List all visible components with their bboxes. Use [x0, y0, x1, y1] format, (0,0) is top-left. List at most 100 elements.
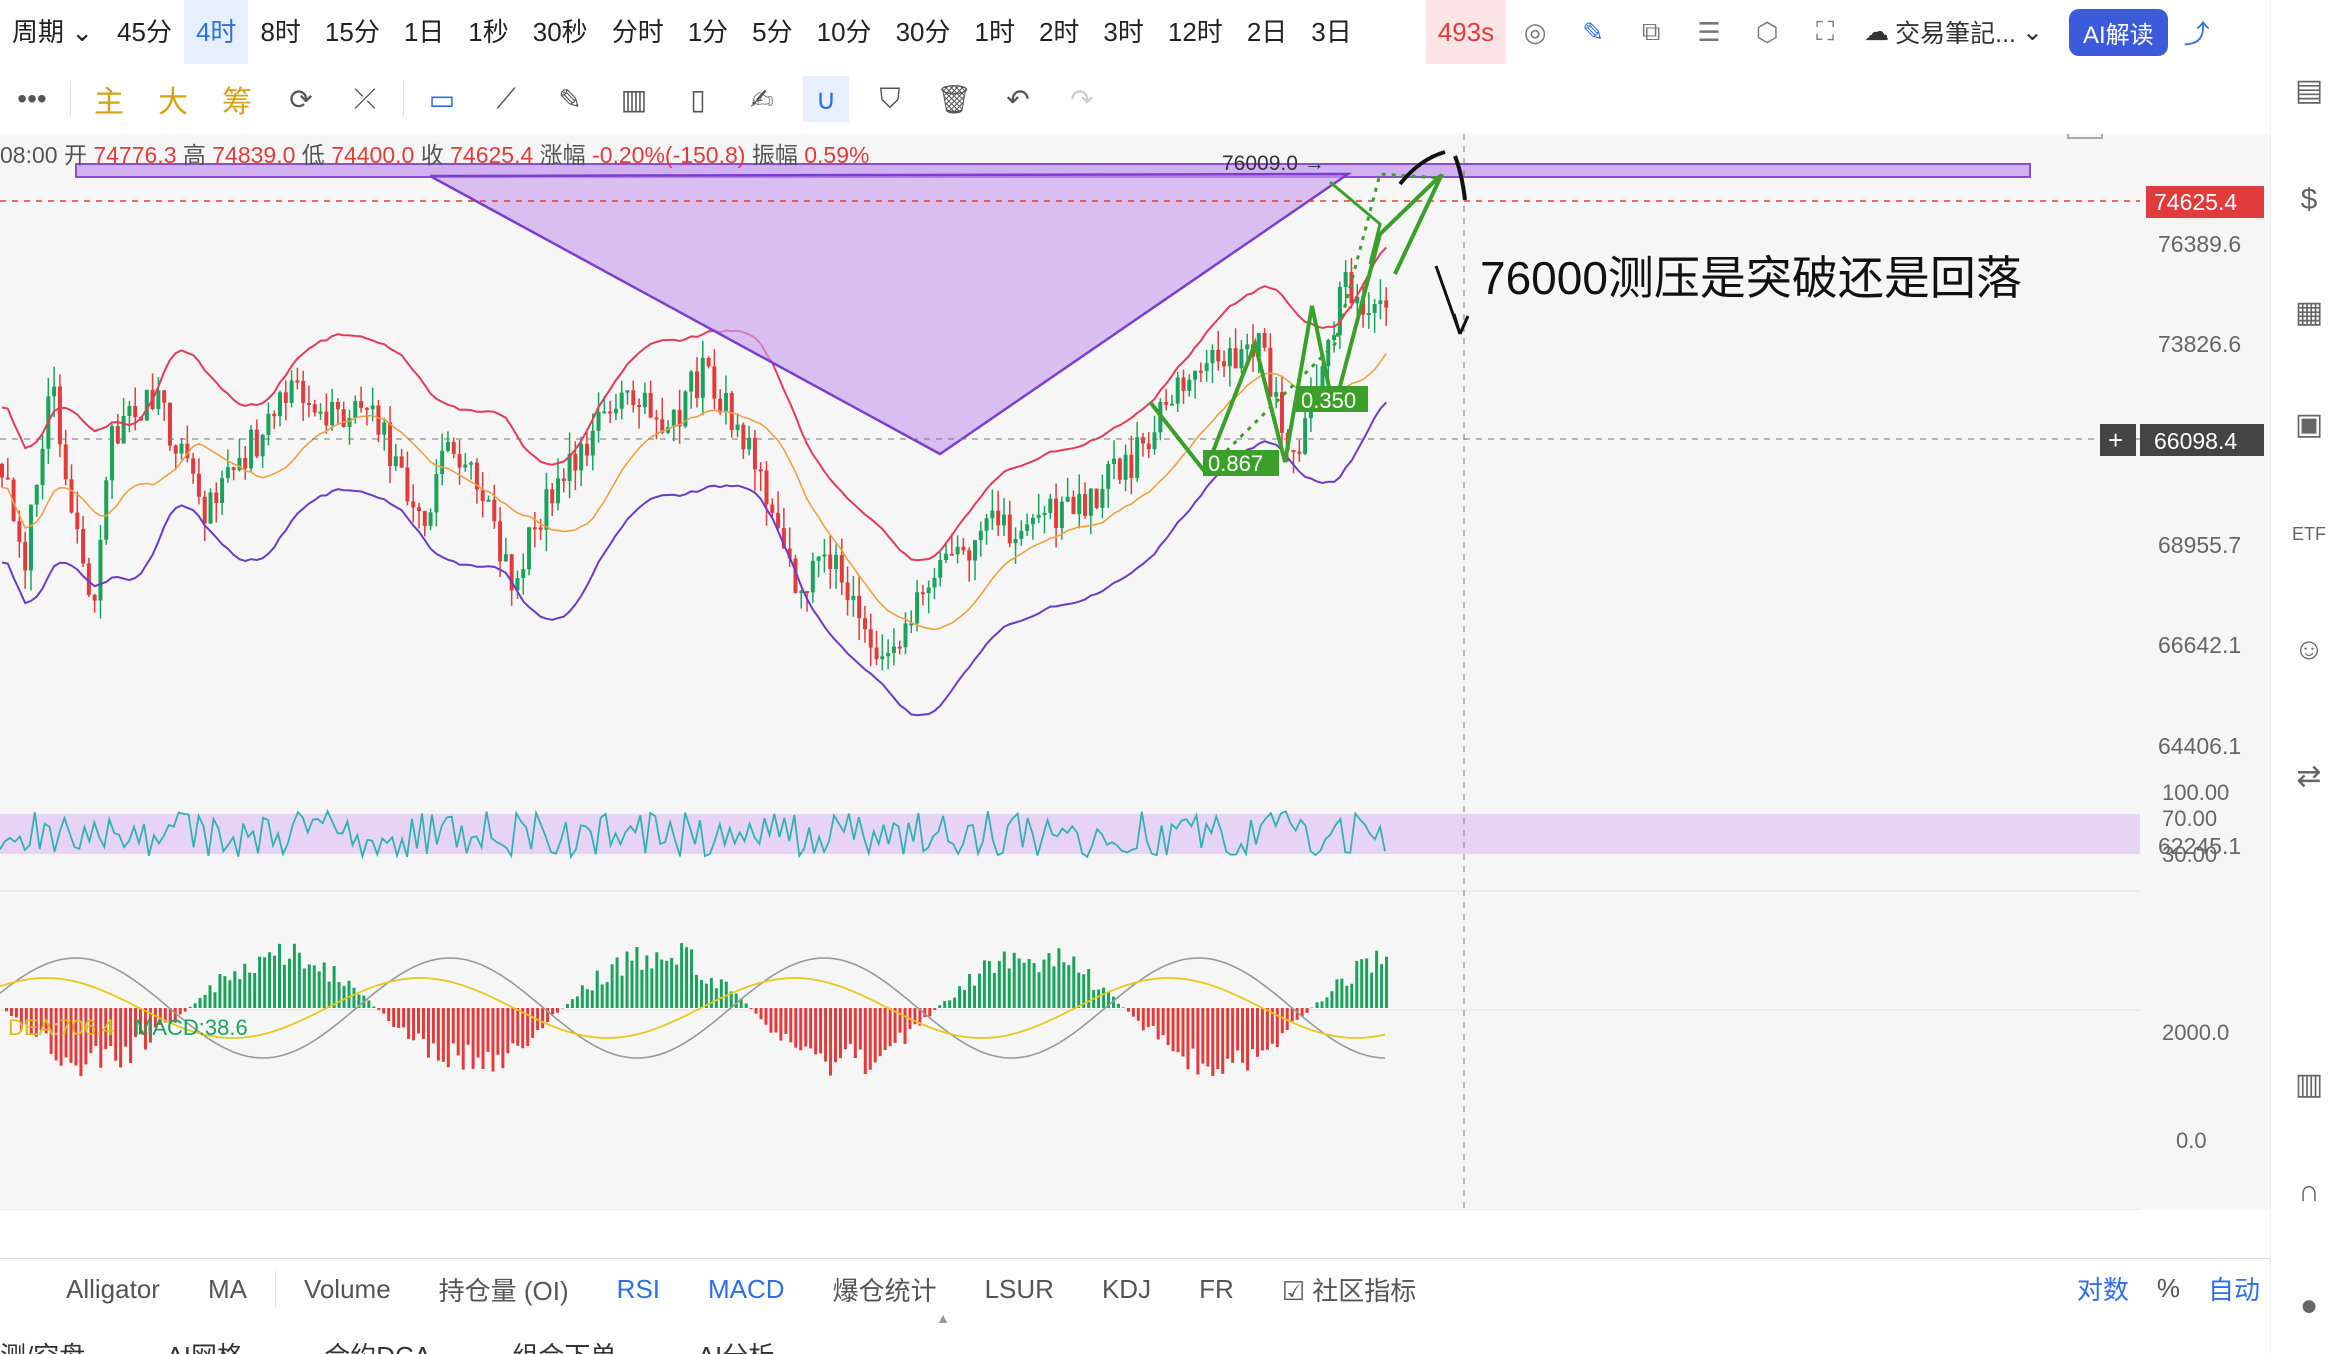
- trend-tool-icon[interactable]: ⤫: [353, 82, 377, 114]
- bar-chart-icon[interactable]: ▦: [2294, 295, 2324, 329]
- period-17[interactable]: 3日: [1311, 17, 1352, 47]
- period-4[interactable]: 1日: [403, 17, 445, 47]
- macd-bar: [630, 960, 634, 1008]
- ai-interpret-button[interactable]: AI解读: [2068, 8, 2168, 56]
- period-menu[interactable]: 周期 ⌄: [0, 0, 105, 64]
- share-icon[interactable]: ⤴: [2183, 18, 2210, 49]
- window-icon[interactable]: ⧉: [1641, 16, 1661, 46]
- macd-bar: [1226, 1008, 1230, 1059]
- cut-item[interactable]: AI网格: [166, 1336, 243, 1354]
- chart-area[interactable]: 76009.0 → 0.867 0.350 76000测压是突破还是回落 76389.…: [0, 105, 2270, 1246]
- log-scale-toggle[interactable]: 对数: [2076, 1274, 2129, 1305]
- brush-icon[interactable]: ✎: [558, 83, 582, 115]
- tab-community-indicators[interactable]: ☑ 社区指标: [1258, 1271, 1441, 1308]
- collapse-handle-icon[interactable]: ▲: [936, 1310, 950, 1326]
- candle-body: [654, 417, 659, 420]
- filter-icon[interactable]: ⛉: [879, 82, 901, 114]
- auto-scale-toggle[interactable]: 自动: [2207, 1274, 2260, 1305]
- percent-scale-toggle[interactable]: %: [2156, 1272, 2180, 1303]
- period-7[interactable]: 分时: [611, 17, 664, 47]
- redo-icon[interactable]: ↷: [1070, 83, 1094, 115]
- tab-volume[interactable]: Volume: [303, 1273, 391, 1304]
- macd-bar: [223, 976, 227, 1008]
- cut-item[interactable]: 合约DCA: [324, 1336, 431, 1354]
- candles-icon[interactable]: ▥: [620, 83, 648, 115]
- cut-item[interactable]: AI分析: [698, 1336, 775, 1354]
- tab-open-interest[interactable]: 持仓量 (OI): [438, 1275, 569, 1306]
- period-1[interactable]: 4时: [183, 0, 249, 64]
- tab-rsi[interactable]: RSI: [616, 1273, 661, 1304]
- tab-fr[interactable]: FR: [1199, 1273, 1234, 1304]
- period-8[interactable]: 1分: [687, 17, 729, 47]
- list-icon[interactable]: ☰: [1697, 16, 1721, 47]
- exchange-icon[interactable]: ⇄: [2296, 759, 2322, 793]
- period-14[interactable]: 3时: [1103, 17, 1144, 47]
- etf-icon[interactable]: ETF: [2292, 523, 2326, 544]
- candle-body: [735, 424, 740, 430]
- macd-bar: [392, 1008, 396, 1028]
- tab-macd[interactable]: MACD: [708, 1273, 785, 1304]
- macd-bar: [431, 1008, 435, 1044]
- monitor-chart-icon[interactable]: ▣: [2294, 407, 2324, 441]
- layout-icon[interactable]: ▥: [2294, 1067, 2324, 1101]
- period-12[interactable]: 1时: [974, 17, 1015, 47]
- period-10[interactable]: 10分: [816, 17, 872, 47]
- candle-body: [920, 592, 925, 595]
- macd-bar: [243, 963, 247, 1008]
- main-indicator-button[interactable]: 主: [94, 86, 124, 119]
- candle-body: [1129, 454, 1134, 478]
- cut-item[interactable]: 组合下单: [512, 1336, 616, 1354]
- tab-lsur[interactable]: LSUR: [984, 1273, 1054, 1304]
- tab-alligator[interactable]: Alligator: [66, 1273, 160, 1304]
- delete-shape-icon[interactable]: ▯: [690, 83, 706, 115]
- price-chart[interactable]: 76009.0 → 0.867 0.350 76000测压是突破还是回落 76389.…: [0, 105, 2270, 1246]
- trade-notes-button[interactable]: ☁ 交易筆記... ⌄: [1864, 14, 2043, 50]
- macd-bar: [1280, 1008, 1284, 1034]
- cut-item[interactable]: 测/空盘: [0, 1336, 85, 1354]
- robot-icon[interactable]: ☺: [2293, 633, 2325, 666]
- fullscreen-icon[interactable]: ⛶: [1816, 16, 1835, 46]
- large-order-button[interactable]: 大: [158, 86, 188, 119]
- assistant-icon[interactable]: ●: [2299, 1289, 2319, 1322]
- period-15[interactable]: 12时: [1167, 17, 1223, 47]
- candle-body: [283, 392, 288, 404]
- dollar-icon[interactable]: $: [2300, 183, 2318, 216]
- period-6[interactable]: 30秒: [532, 17, 588, 47]
- candle-body: [318, 411, 323, 414]
- period-2[interactable]: 8时: [260, 17, 301, 47]
- document-icon[interactable]: ▤: [2294, 73, 2324, 107]
- tab-kdj[interactable]: KDJ: [1101, 1273, 1152, 1304]
- chip-distribution-button[interactable]: 筹: [222, 86, 252, 119]
- period-5[interactable]: 1秒: [468, 17, 509, 47]
- tab-ma[interactable]: MA: [207, 1273, 247, 1304]
- camera-icon[interactable]: ◎: [1523, 16, 1547, 47]
- note-icon[interactable]: ✍: [750, 83, 774, 115]
- period-9[interactable]: 5分: [752, 17, 793, 47]
- candle-body: [133, 406, 138, 418]
- more-button[interactable]: •••: [17, 83, 47, 114]
- candle-body: [1256, 333, 1261, 357]
- tab-liquidation[interactable]: 爆仓统计: [832, 1275, 937, 1306]
- candle-body: [1077, 494, 1082, 515]
- ruler-icon[interactable]: ⟋: [496, 82, 516, 114]
- undo-icon[interactable]: ↶: [1006, 83, 1030, 115]
- settings-icon[interactable]: ⬡: [1755, 16, 1779, 47]
- period-0[interactable]: 45分: [117, 17, 172, 47]
- candle-body: [5, 477, 10, 480]
- period-3[interactable]: 15分: [324, 17, 380, 47]
- candle-body: [677, 409, 682, 427]
- macd-bar: [9, 1008, 13, 1016]
- macd-bar: [1032, 963, 1036, 1008]
- sync-icon[interactable]: ⟳: [289, 83, 313, 115]
- headset-icon[interactable]: ∩: [2298, 1175, 2320, 1208]
- period-13[interactable]: 2时: [1038, 17, 1080, 47]
- candle-body: [573, 453, 578, 471]
- candle-body: [509, 554, 514, 591]
- period-11[interactable]: 30分: [895, 17, 951, 47]
- bookmark-icon[interactable]: ▭: [428, 83, 456, 115]
- period-16[interactable]: 2日: [1246, 17, 1288, 47]
- trash-icon[interactable]: 🗑: [936, 83, 972, 115]
- macd-bar: [1116, 1003, 1120, 1008]
- magnet-icon[interactable]: ∪: [803, 76, 849, 122]
- pencil-icon[interactable]: ✎: [1582, 16, 1605, 47]
